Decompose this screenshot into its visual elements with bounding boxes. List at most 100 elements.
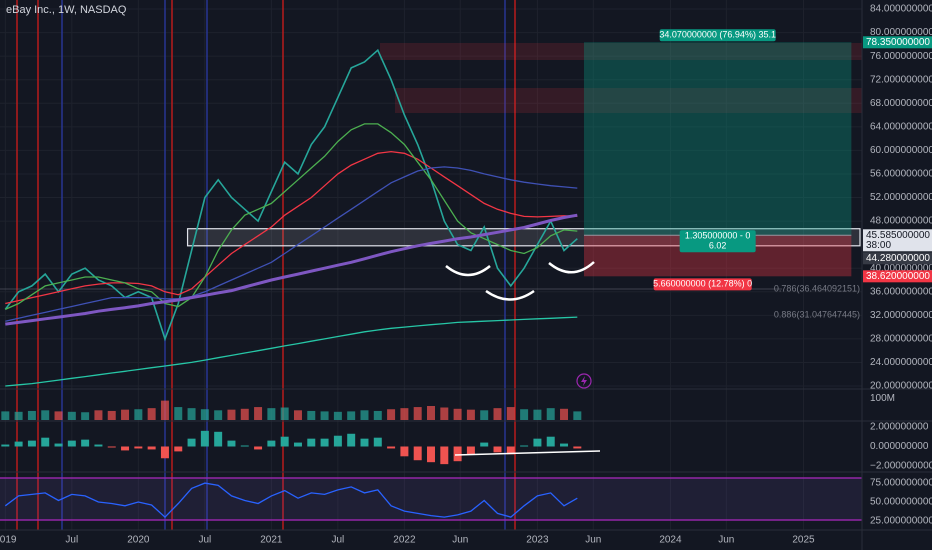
volume-bar: [240, 408, 249, 420]
y-tick-label: 80.000000000: [870, 27, 932, 38]
macd-bar: [107, 446, 116, 448]
volume-bar: [453, 408, 462, 420]
pattern-arcs: [445, 261, 595, 301]
y-tick-label: 0.000000000: [870, 441, 929, 452]
shoulder-arc: [548, 261, 595, 274]
macd-bar: [307, 438, 316, 447]
y-tick-label: 40.000000000: [870, 263, 932, 274]
macd-bar: [427, 446, 435, 463]
x-tick-label: 2023: [526, 535, 549, 546]
resistance-band: [380, 43, 862, 60]
macd-bar: [320, 438, 329, 447]
y-tick-label: 64.000000000: [870, 121, 932, 132]
center-label: 6.02: [709, 241, 727, 251]
macd-bar: [413, 446, 422, 461]
price-line: [4, 48, 578, 342]
stop-label-box: [653, 278, 752, 291]
macd-bar: [280, 436, 289, 447]
volume-bar: [254, 407, 263, 420]
macd-bar: [214, 431, 223, 447]
volume-bar: [81, 412, 90, 420]
y-tick-label: 50.000000000: [870, 497, 932, 508]
volume-bar: [1, 411, 10, 420]
volume-bar: [400, 408, 409, 420]
macd-bar: [134, 446, 143, 449]
macd-bar: [27, 440, 36, 447]
volume-bar: [560, 408, 569, 420]
y-tick-label: 32.000000000: [870, 310, 932, 321]
y-tick-label: 100M: [870, 393, 895, 404]
volume-bar: [107, 410, 116, 420]
macd-bar: [546, 436, 555, 447]
volume-bar: [493, 408, 502, 420]
marks-layer: [0, 42, 861, 519]
volume-bar: [480, 410, 489, 420]
y-tick-label: 20.000000000: [870, 381, 932, 392]
x-tick-label: 2021: [260, 535, 283, 546]
rsi-band: [0, 478, 862, 520]
x-tick-label: 2020: [127, 535, 150, 546]
macd-bar: [506, 446, 515, 455]
chart-title: eBay Inc., 1W, NASDAQ: [6, 4, 127, 16]
event-icon[interactable]: [576, 373, 592, 389]
macd-bar: [387, 446, 396, 449]
price-tag: [863, 252, 932, 265]
macd-bar: [121, 446, 130, 451]
macd-bar: [360, 438, 369, 447]
macd-bar: [480, 442, 489, 447]
moving-average: [5, 213, 578, 326]
macd-bar: [240, 445, 249, 447]
x-tick-label: 2019: [0, 535, 17, 546]
y-tick-label: 56.000000000: [870, 169, 932, 180]
volume-bar: [440, 407, 449, 420]
macd-bar: [147, 446, 156, 450]
volume-bar: [280, 407, 289, 420]
price-tag-label: 45.585000000: [866, 230, 930, 241]
fib-label: 0.886(31.047647445): [774, 309, 860, 319]
macd-bar: [174, 446, 183, 452]
macd-bar: [466, 446, 475, 455]
y-tick-label: 60.000000000: [870, 145, 932, 156]
target-label-box: [659, 29, 776, 42]
macd-bar: [14, 441, 23, 447]
price-tag-note: 38:00: [866, 240, 891, 251]
volume-bar: [187, 408, 196, 420]
macd-bar: [440, 446, 449, 465]
moving-average: [5, 316, 578, 387]
moving-average: [5, 123, 578, 310]
rsi-line: [4, 482, 578, 519]
macd-bar: [41, 437, 50, 447]
volume-bar: [546, 408, 555, 420]
x-tick-label: Jul: [331, 535, 344, 546]
volume-bar: [94, 410, 103, 420]
macd-bar: [1, 444, 10, 447]
macd-bar: [187, 438, 196, 447]
volume-bar: [360, 410, 369, 420]
macd-bar: [373, 437, 382, 447]
macd-bar: [81, 439, 90, 447]
volume-bar: [14, 411, 23, 420]
head-arc: [485, 289, 535, 301]
volume-bar: [466, 409, 475, 420]
volume-bar: [293, 410, 302, 420]
x-tick-label: Jun: [452, 535, 468, 546]
moving-average: [5, 166, 578, 322]
moving-average: [5, 150, 578, 305]
y-tick-label: 52.000000000: [870, 192, 932, 203]
y-tick-label: 84.000000000: [870, 4, 932, 15]
event-icon-bolt: [581, 376, 587, 386]
volume-bar: [387, 409, 396, 420]
volume-bar: [214, 410, 223, 420]
price-tag: [863, 36, 932, 49]
volume-bar: [320, 411, 329, 420]
volume-bar: [307, 410, 316, 420]
macd-bar: [54, 443, 63, 447]
volume-bar: [134, 409, 143, 420]
macd-bar: [520, 445, 529, 447]
y-tick-label: 2.000000000: [870, 422, 929, 433]
macd-bar: [160, 446, 169, 459]
y-tick-label: 76.000000000: [870, 51, 932, 62]
